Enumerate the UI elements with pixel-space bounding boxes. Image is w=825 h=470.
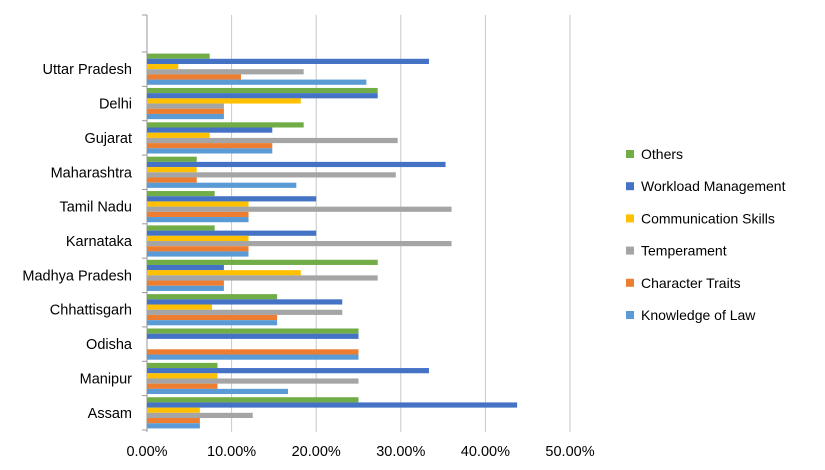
bar-communication-skills: [147, 98, 301, 104]
legend-label: Workload Management: [641, 178, 786, 194]
bar-others: [147, 53, 210, 59]
x-tick-label: 20.00%: [292, 444, 341, 460]
bar-knowledge-of-law: [147, 113, 224, 120]
bar-others: [147, 191, 215, 197]
bar-others: [147, 294, 278, 300]
bar-character-traits: [147, 349, 359, 355]
bar-workload-management: [147, 368, 429, 374]
category-label: Delhi: [99, 97, 132, 113]
bar-character-traits: [147, 143, 273, 149]
category-label: Maharashtra: [51, 165, 133, 181]
x-tick-label: 50.00%: [545, 444, 594, 460]
legend-swatch: [626, 246, 634, 255]
bar-workload-management: [147, 333, 359, 339]
category-label: Madhya Pradesh: [22, 268, 132, 284]
legend-swatch: [626, 150, 634, 158]
bar-communication-skills: [147, 132, 210, 138]
bar-workload-management: [147, 127, 273, 133]
bar-temperament: [147, 69, 304, 75]
bar-communication-skills: [147, 235, 249, 241]
bar-temperament: [147, 137, 398, 144]
bar-character-traits: [147, 314, 278, 321]
bar-others: [147, 122, 304, 128]
category-label: Manipur: [80, 371, 133, 387]
bar-knowledge-of-law: [147, 251, 249, 257]
category-label: Karnataka: [66, 234, 133, 250]
legend-label: Communication Skills: [641, 210, 775, 226]
bar-communication-skills: [147, 63, 179, 70]
bar-character-traits: [147, 211, 249, 218]
bar-communication-skills: [147, 304, 213, 310]
bar-workload-management: [147, 299, 343, 305]
bar-knowledge-of-law: [147, 354, 359, 360]
category-label: Tamil Nadu: [59, 200, 132, 216]
bar-temperament: [147, 103, 224, 109]
category-label: Assam: [88, 406, 132, 422]
bar-character-traits: [147, 418, 200, 424]
bar-knowledge-of-law: [147, 148, 273, 154]
x-tick-label: 40.00%: [461, 444, 510, 460]
bar-knowledge-of-law: [147, 182, 297, 188]
legend-label: Temperament: [641, 243, 727, 259]
bar-workload-management: [147, 196, 317, 202]
bar-temperament: [147, 172, 396, 178]
bar-temperament: [147, 275, 378, 281]
bar-workload-management: [147, 402, 518, 408]
bar-others: [147, 328, 359, 334]
bar-temperament: [147, 241, 452, 247]
bar-character-traits: [147, 383, 218, 389]
legend-label: Character Traits: [641, 275, 741, 291]
legend-label: Knowledge of Law: [641, 307, 756, 323]
bar-communication-skills: [147, 167, 197, 173]
bar-others: [147, 362, 218, 369]
category-label: Chhattisgarh: [50, 303, 132, 319]
x-tick-label: 30.00%: [376, 444, 425, 460]
bar-knowledge-of-law: [147, 388, 289, 395]
category-label: Uttar Pradesh: [43, 62, 132, 78]
bar-temperament: [147, 378, 359, 384]
bar-character-traits: [147, 108, 224, 114]
legend-swatch: [626, 182, 634, 191]
bar-others: [147, 259, 378, 265]
bar-communication-skills: [147, 201, 249, 207]
bar-workload-management: [147, 230, 317, 236]
bar-others: [147, 156, 197, 162]
category-label: Odisha: [86, 337, 133, 353]
bar-others: [147, 397, 359, 403]
legend-swatch: [626, 278, 634, 287]
bar-communication-skills: [147, 270, 301, 276]
bar-character-traits: [147, 246, 249, 252]
bar-temperament: [147, 206, 452, 212]
bar-communication-skills: [147, 373, 218, 379]
legend-swatch: [626, 311, 634, 319]
x-tick-label: 0.00%: [126, 444, 167, 460]
bar-workload-management: [147, 58, 429, 64]
bar-temperament: [147, 412, 253, 419]
bar-knowledge-of-law: [147, 320, 278, 326]
bar-others: [147, 87, 378, 94]
bar-knowledge-of-law: [147, 79, 367, 85]
bar-workload-management: [147, 264, 224, 271]
bar-knowledge-of-law: [147, 217, 249, 223]
category-label: Gujarat: [84, 131, 132, 147]
bar-temperament: [147, 309, 343, 315]
bar-workload-management: [147, 93, 378, 99]
bar-character-traits: [147, 177, 197, 183]
bar-others: [147, 225, 215, 231]
legend-swatch: [626, 214, 634, 223]
bar-character-traits: [147, 74, 241, 80]
legend-label: Others: [641, 146, 683, 162]
bar-character-traits: [147, 280, 224, 286]
bar-knowledge-of-law: [147, 285, 224, 291]
x-tick-label: 10.00%: [207, 444, 256, 460]
bar-workload-management: [147, 161, 446, 168]
bar-communication-skills: [147, 407, 200, 413]
bar-knowledge-of-law: [147, 423, 200, 429]
